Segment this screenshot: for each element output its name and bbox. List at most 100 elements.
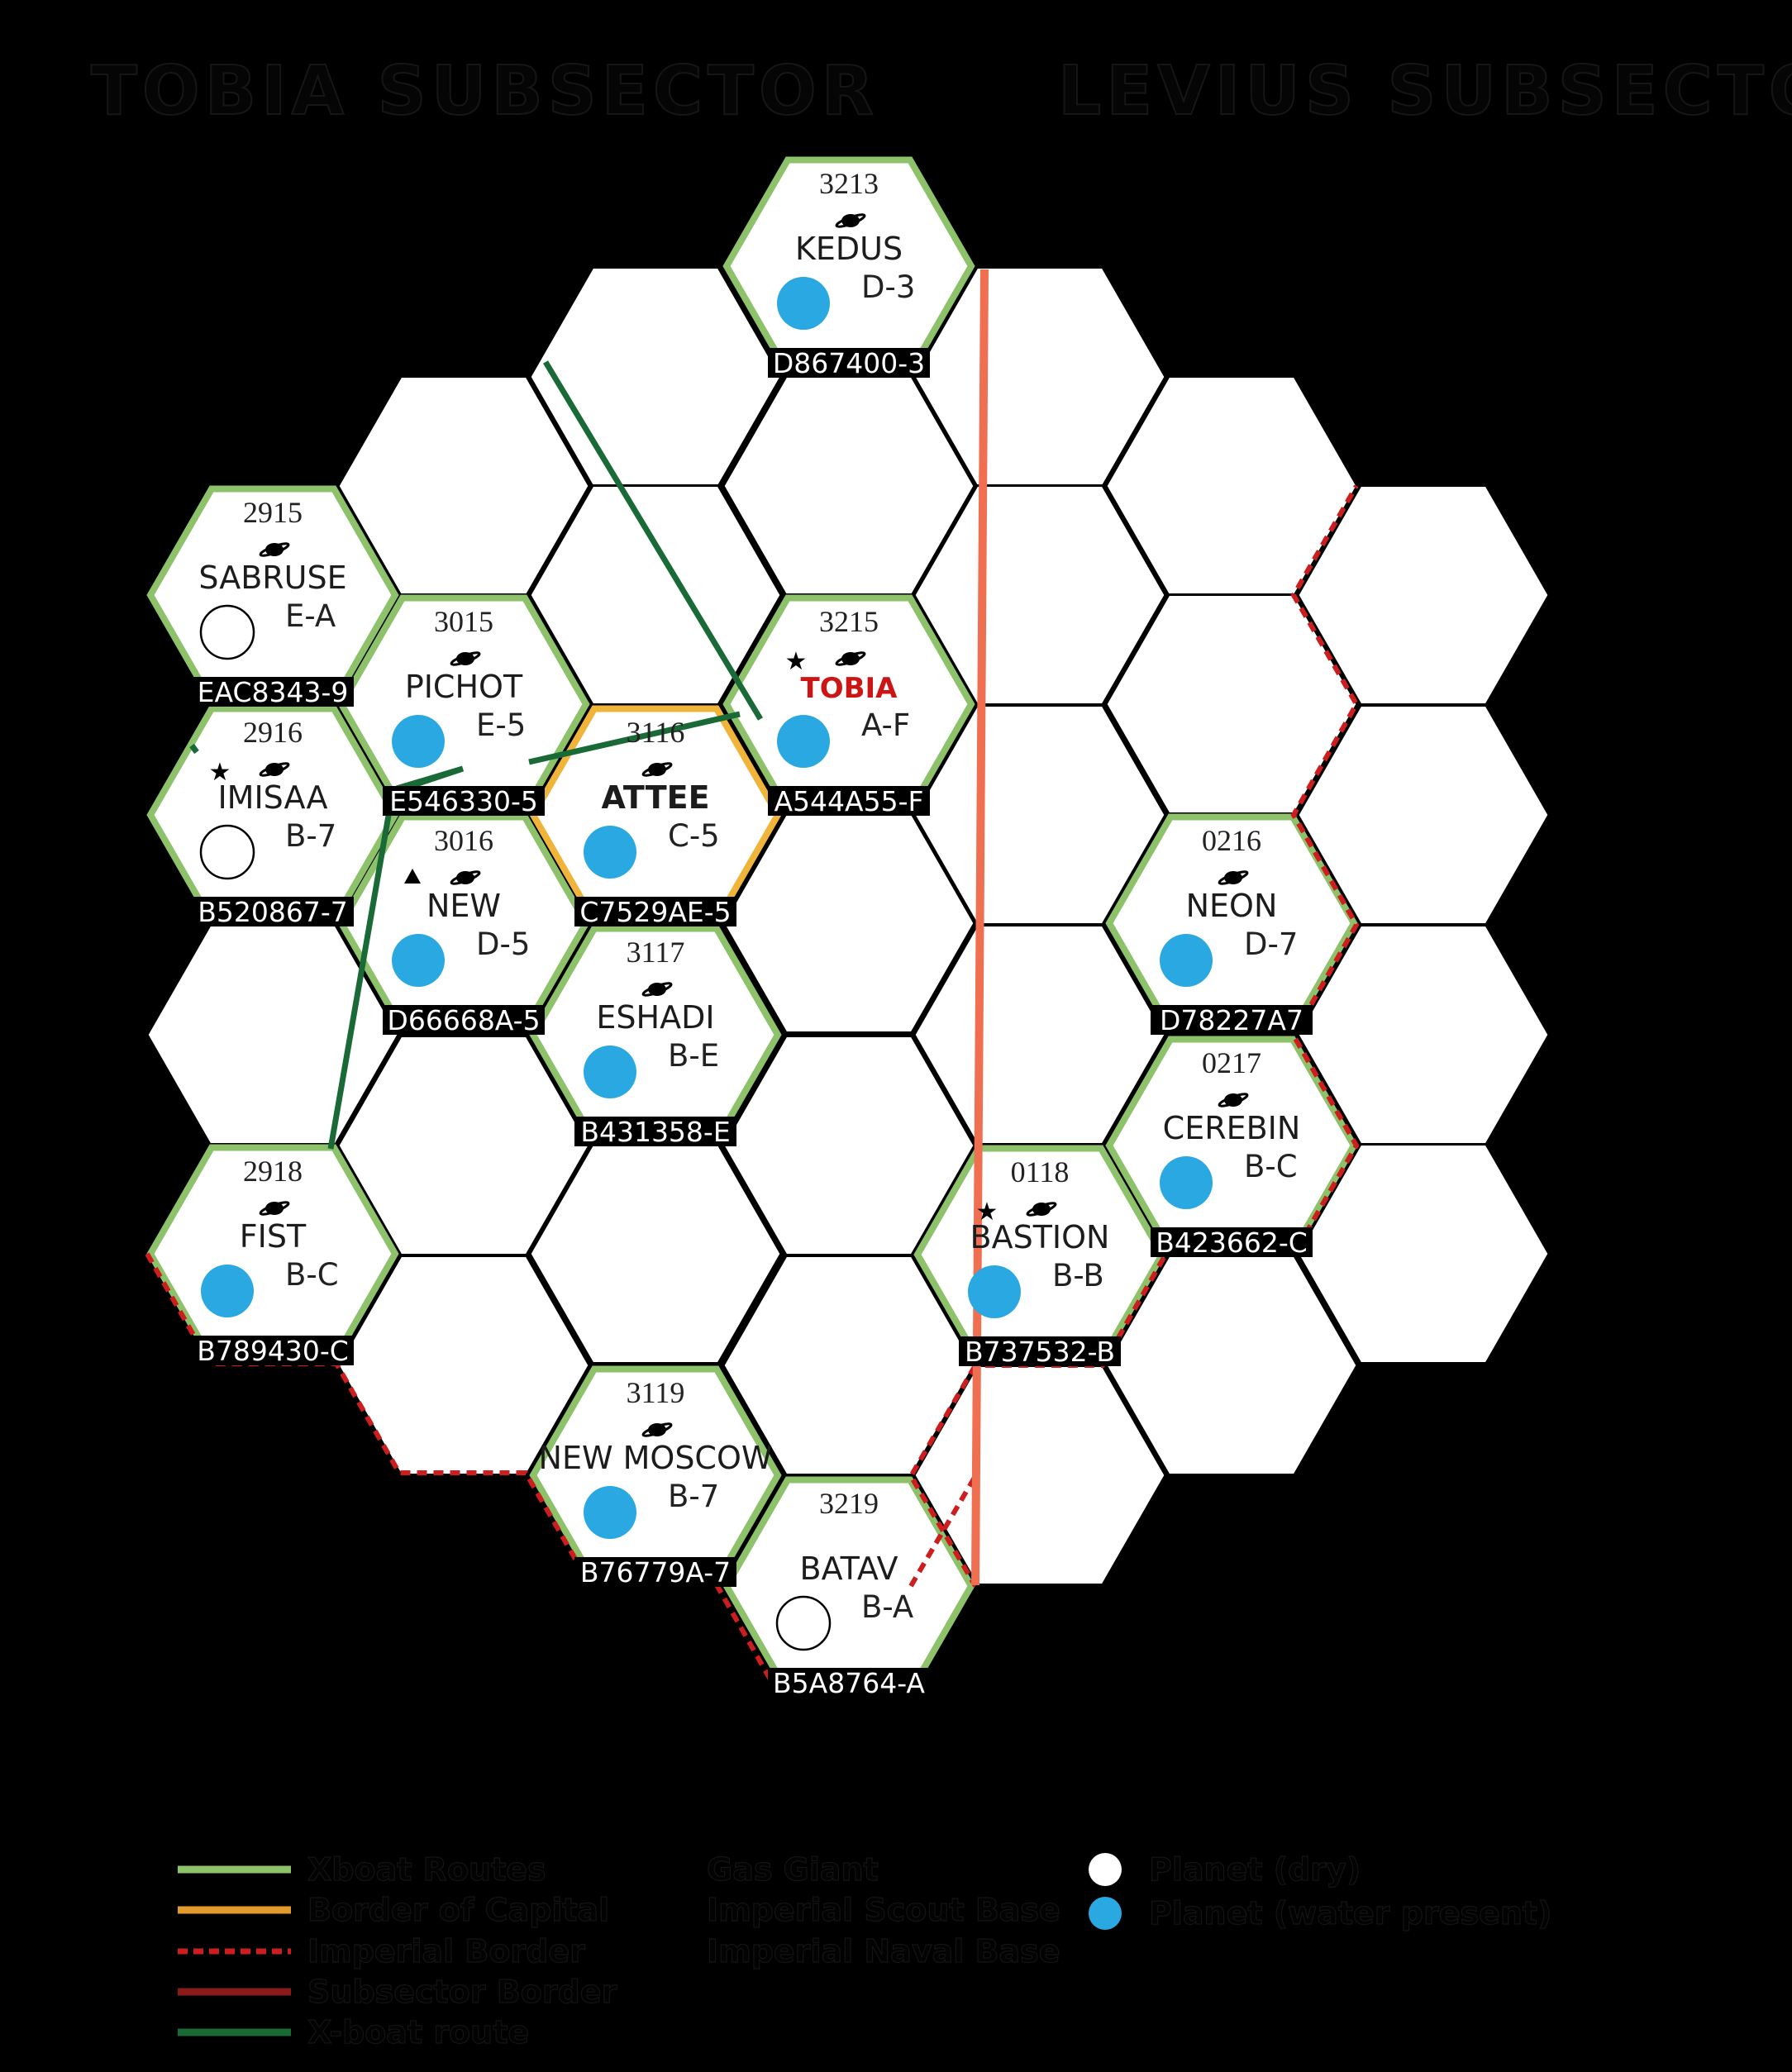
starport-code: C-5: [668, 818, 720, 854]
system-name: CEREBIN: [1163, 1110, 1301, 1146]
uwp-plate: [383, 786, 545, 816]
water-planet-icon: [392, 715, 445, 768]
legend-gas-giant-icon: [645, 1860, 686, 1879]
uwp-plate: [192, 897, 354, 926]
uwp-code: B431358-E: [580, 1116, 730, 1148]
uwp-plate: [768, 786, 930, 816]
hex-cell: [1296, 1143, 1551, 1365]
system-name: KEDUS: [795, 231, 903, 267]
imperial-border: [908, 1364, 978, 1588]
system-name: ESHADI: [596, 999, 714, 1036]
uwp-plate: [1151, 1005, 1313, 1035]
hex-number: 3213: [819, 167, 879, 200]
uwp-plate: [574, 897, 736, 926]
system-name: BASTION: [970, 1219, 1110, 1255]
uwp-code: B520867-7: [198, 896, 348, 928]
starport-code: E-5: [476, 707, 526, 743]
uwp-plate: [959, 1336, 1121, 1366]
legend-gas-label: Gas Giant: [707, 1851, 879, 1888]
naval-base-icon: ★: [785, 647, 808, 676]
uwp-code: D867400-3: [773, 347, 925, 379]
starport-code: B-B: [1052, 1258, 1104, 1293]
naval-base-icon: ★: [209, 758, 231, 787]
hex-number: 3016: [434, 824, 493, 857]
uwp-code: E546330-5: [389, 785, 538, 817]
water-planet-icon: [777, 715, 830, 768]
gas-giant-icon: [835, 213, 866, 228]
uwp-code: A544A55-F: [774, 785, 923, 817]
system-name: FIST: [240, 1218, 307, 1255]
water-planet-icon: [777, 277, 830, 330]
uwp-plate: [383, 1005, 545, 1035]
system-name: TOBIA: [801, 672, 898, 705]
uwp-code: B76779A-7: [580, 1556, 731, 1589]
legend-water-planet-icon: [1089, 1897, 1122, 1930]
legend-scout-icon: [655, 1898, 676, 1918]
dry-planet-icon: [199, 824, 255, 880]
uwp-plate: [1151, 1227, 1313, 1257]
legend-dry-planet-icon: [1089, 1853, 1122, 1886]
legend-scout-label: Imperial Scout Base: [707, 1892, 1060, 1928]
starport-code: B-7: [285, 818, 336, 854]
uwp-plate: [574, 1117, 736, 1146]
system-name: NEW MOSCOW: [539, 1440, 773, 1476]
starport-code: D-3: [861, 269, 915, 305]
gas-giant-icon: [835, 651, 866, 666]
system-name: ATTEE: [601, 779, 709, 816]
uwp-code: D78227A7: [1160, 1004, 1303, 1036]
scout-base-icon: [404, 869, 421, 884]
starport-code: B-C: [1244, 1149, 1298, 1184]
uwp-code: B5A8764-A: [773, 1667, 925, 1699]
hex-number: 0216: [1202, 824, 1261, 857]
starport-code: D-7: [1244, 926, 1298, 962]
legend-water-label: Planet (water present): [1149, 1895, 1551, 1931]
starport-code: D-5: [476, 926, 530, 962]
gas-giant-icon: [450, 870, 481, 885]
uwp-code: C7529AE-5: [579, 896, 731, 928]
hex-number: 2916: [243, 716, 303, 749]
gas-giant-icon: [641, 762, 673, 777]
water-planet-icon: [201, 1265, 254, 1317]
hex-number: 3116: [627, 716, 685, 749]
gas-giant-icon: [641, 982, 673, 997]
water-planet-icon: [1160, 1156, 1213, 1209]
hex-number: 0217: [1202, 1046, 1261, 1079]
left-subsector-title: TOBIA SUBSECTOR: [91, 52, 879, 131]
water-planet-icon: [584, 1046, 636, 1098]
system-name: NEON: [1186, 888, 1278, 924]
legend-naval-label: Imperial Naval Base: [707, 1933, 1060, 1970]
x-boat-line: [387, 765, 465, 797]
gas-giant-icon: [259, 1201, 290, 1216]
uwp-plate: [768, 1668, 930, 1698]
gas-giant-icon: [1218, 870, 1249, 885]
hex-number: 3117: [627, 936, 685, 969]
map-legend: Xboat Routes Border of Capital Imperial …: [178, 1851, 1552, 2051]
starport-code: E-A: [285, 598, 336, 634]
starport-code: A-F: [861, 707, 910, 743]
gas-giant-icon: [641, 1422, 673, 1437]
uwp-code: B789430-C: [197, 1335, 349, 1367]
starport-code: B-E: [668, 1038, 719, 1074]
uwp-plate: [768, 348, 930, 378]
uwp-code: EAC8343-9: [198, 676, 349, 708]
gas-giant-icon: [1218, 1093, 1249, 1107]
hex-number: 3219: [819, 1487, 879, 1520]
water-planet-icon: [392, 934, 445, 987]
dry-planet-icon: [199, 604, 255, 660]
x-boat-line: [543, 360, 763, 721]
